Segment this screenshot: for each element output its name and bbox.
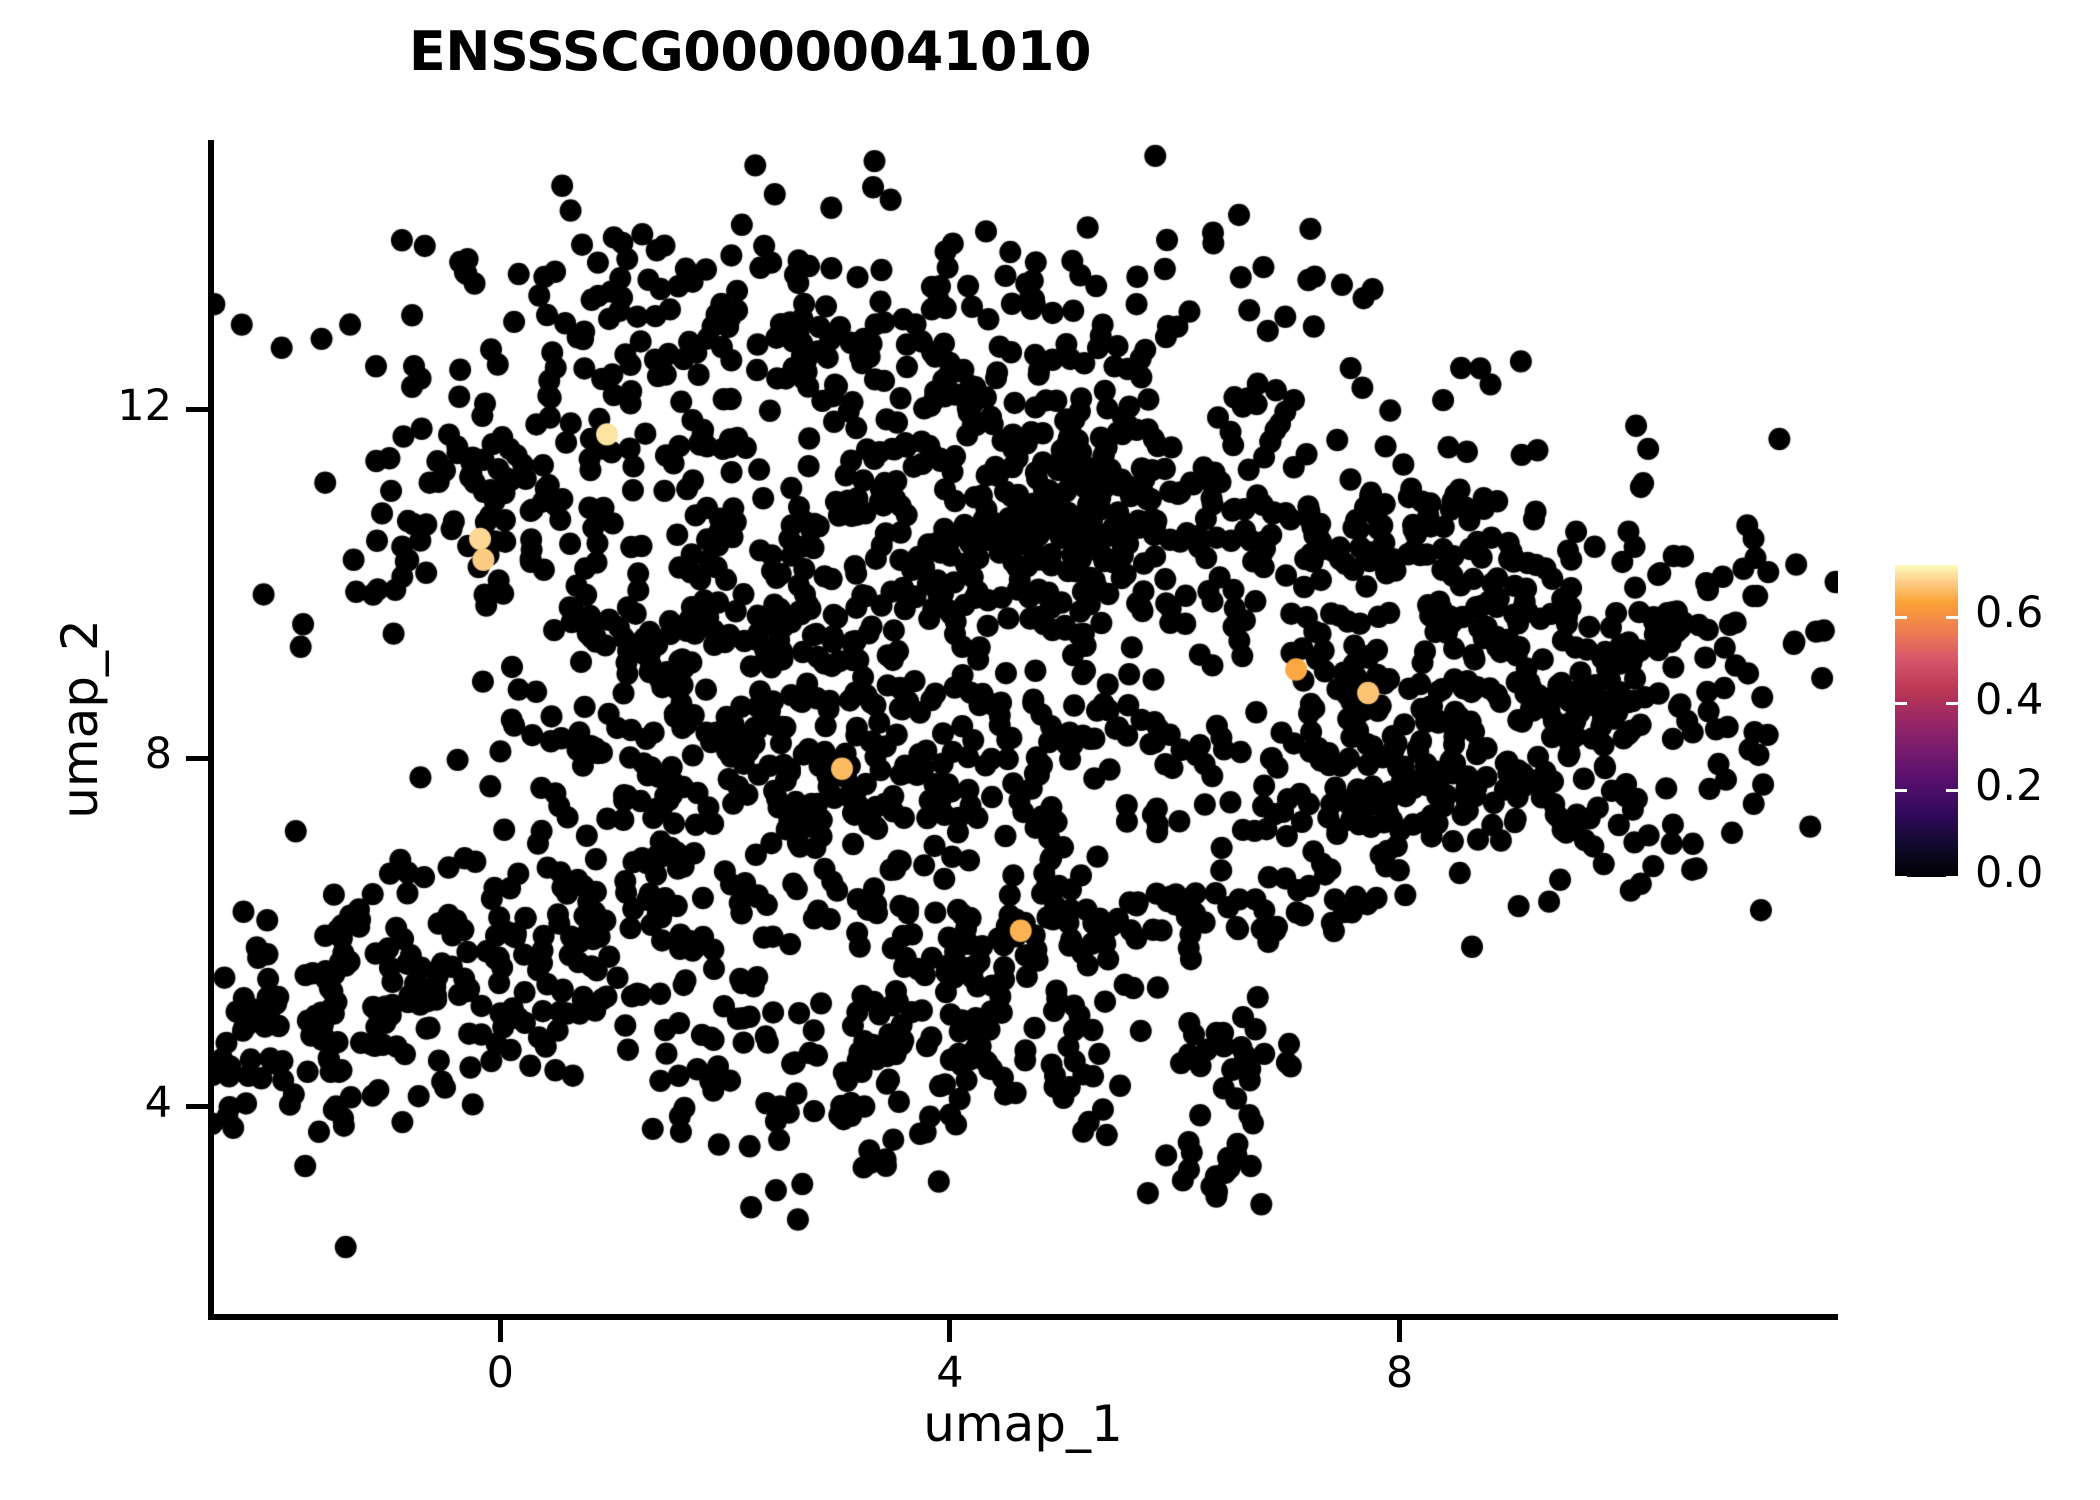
colorbar-tick-label: 0.4 [1975, 674, 2044, 725]
x-tick-mark [947, 1320, 953, 1342]
colorbar-tick-mark [1946, 788, 1958, 792]
x-tick-label: 8 [1385, 1348, 1414, 1398]
colorbar-tick-mark [1946, 615, 1958, 619]
colorbar-tick-mark [1895, 702, 1907, 706]
colorbar-tick-mark [1895, 875, 1907, 879]
colorbar-tick-mark [1895, 788, 1907, 792]
scatter-plot-canvas [208, 140, 1838, 1320]
colorbar-gradient [1895, 565, 1958, 877]
y-axis-label: umap_2 [51, 619, 109, 819]
colorbar-tick-label: 0.0 [1975, 848, 2044, 898]
x-axis-label: umap_1 [923, 1395, 1123, 1453]
y-axis-spine [208, 140, 214, 1320]
x-tick-label: 0 [486, 1348, 514, 1398]
plot-axes: 4 8 12 0 4 8 [117, 140, 1838, 1398]
colorbar-tick-mark [1946, 875, 1958, 879]
y-tick-mark [186, 1104, 208, 1110]
x-axis-spine [208, 1314, 1838, 1320]
colorbar-tick-mark [1946, 702, 1958, 706]
colorbar-tick-mark [1895, 615, 1907, 619]
colorbar-tick-label: 0.6 [1975, 588, 2044, 638]
colorbar: 0.6 0.4 0.2 0.0 [1895, 565, 2095, 898]
y-tick-label: 8 [144, 729, 172, 780]
x-tick-mark [497, 1320, 503, 1342]
y-tick-mark [186, 755, 208, 761]
colorbar-tick-label: 0.2 [1975, 761, 2044, 812]
y-tick-label: 4 [144, 1077, 172, 1128]
x-tick-mark [1397, 1320, 1403, 1342]
y-tick-mark [186, 407, 208, 413]
page-title: ENSSSCG00000041010 [408, 20, 1092, 83]
x-tick-label: 4 [936, 1348, 964, 1398]
y-tick-label: 12 [117, 380, 172, 431]
